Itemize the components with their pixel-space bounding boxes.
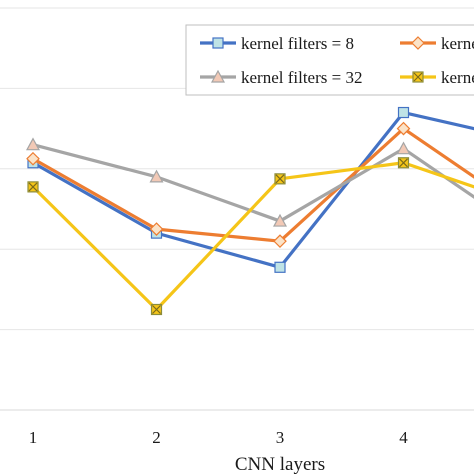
data-point: [274, 261, 286, 273]
data-point: [25, 137, 41, 151]
data-point: [274, 173, 286, 185]
legend-item: kernel filters = 8: [200, 34, 354, 53]
x-tick-labels: 12345: [29, 428, 409, 447]
legend-label: kernel filters = 32: [241, 68, 362, 87]
data-point: [149, 222, 164, 236]
data-point: [273, 234, 287, 249]
legend-item: kerne: [400, 68, 474, 87]
data-point: [26, 151, 40, 166]
legend-label: kerne: [441, 34, 474, 53]
data-point: [396, 141, 411, 155]
data-point: [150, 303, 163, 316]
series: [26, 121, 474, 249]
legend-item: kernel filters = 32: [200, 68, 362, 87]
x-tick-label: 3: [276, 428, 285, 447]
x-tick-label: 1: [29, 428, 38, 447]
data-point: [396, 121, 411, 136]
data-point: [272, 213, 288, 227]
x-tick-label: 4: [399, 428, 408, 447]
data-point: [149, 169, 164, 183]
data-point: [397, 106, 410, 119]
legend: kernel filters = 8 kerne kernel filters = …: [185, 24, 474, 96]
legend-box: [185, 24, 474, 96]
legend-marker: [411, 36, 425, 50]
legend-marker: [412, 71, 424, 83]
series: [27, 157, 474, 316]
legend-items: kernel filters = 8 kerne kernel filters = …: [200, 34, 474, 87]
legend-marker: [210, 69, 226, 83]
data-point: [397, 157, 410, 169]
legend-marker: [212, 37, 224, 49]
legend-label: kerne: [441, 68, 474, 87]
x-tick-label: 2: [152, 428, 161, 447]
series-layer: [25, 106, 474, 316]
data-point: [27, 181, 39, 193]
legend-item: kerne: [400, 34, 474, 53]
legend-label: kernel filters = 8: [241, 34, 354, 53]
x-axis-title: CNN layers: [235, 454, 325, 474]
